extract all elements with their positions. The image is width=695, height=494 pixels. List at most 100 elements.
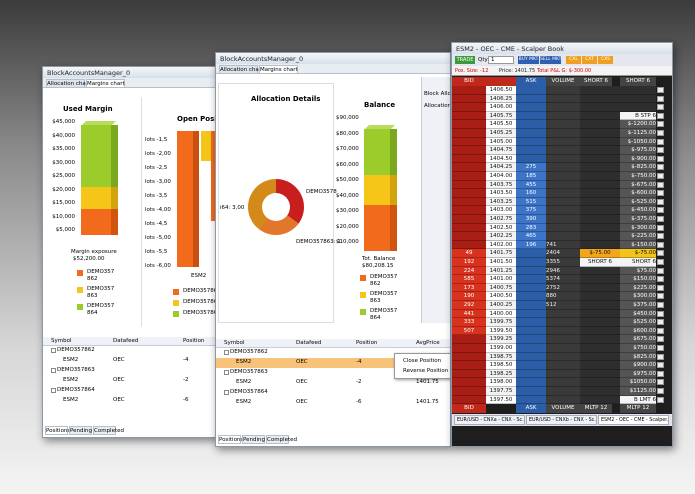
table-cell: 1401.75: [416, 379, 439, 385]
short-cell: [580, 292, 620, 301]
title-bar: BlockAccountsManager_0: [216, 53, 450, 64]
chart-title: Allocation Details: [251, 95, 321, 103]
bid-cell: 333: [452, 318, 486, 327]
short-cell: [580, 103, 620, 112]
pl-cell: $375.00: [620, 301, 656, 310]
window-title: BlockAccountsManager_0: [220, 55, 304, 63]
volume-cell: [546, 232, 580, 241]
check-cell: [657, 164, 664, 171]
check-cell: [657, 267, 664, 274]
window-tab[interactable]: EUR/USD - CNXa - CNX - Sc...: [454, 415, 525, 426]
volume-cell: 512: [546, 301, 580, 310]
bottom-tab[interactable]: Pending: [69, 426, 92, 435]
divider: [141, 97, 142, 327]
legend-label: 864: [370, 315, 381, 321]
volume-cell: [546, 163, 580, 172]
pl-cell: $900.00: [620, 361, 656, 370]
pl-cell: $975.00: [620, 369, 656, 379]
y-tick-label: $40,000: [52, 132, 75, 139]
tab[interactable]: Allocation chart: [219, 65, 264, 74]
volume-cell: [546, 146, 580, 155]
bid-cell: [452, 387, 486, 396]
bar: [177, 131, 193, 267]
pl-cell: $675.00: [620, 335, 656, 344]
bid-cell: [452, 206, 486, 215]
legend-label: DEMO357: [87, 303, 115, 309]
ask-cell: 515: [516, 197, 546, 207]
check-cell: [657, 173, 664, 179]
column-footer: BID: [452, 404, 486, 414]
bottom-tab[interactable]: Pending: [242, 435, 265, 444]
chart-title: Balance: [364, 101, 396, 109]
button[interactable]: CXS: [598, 56, 613, 64]
check-cell: [657, 233, 664, 240]
short-cell: [580, 301, 620, 310]
short-cell: [580, 223, 620, 233]
bottom-tab[interactable]: Positions: [218, 435, 244, 444]
ask-cell: 375: [516, 206, 546, 215]
ask-cell: [516, 86, 546, 95]
button[interactable]: TRADE: [455, 56, 475, 64]
window-tab[interactable]: EUR/USD - CNXb - CNX - Sc...: [526, 415, 597, 426]
short-cell: [580, 344, 620, 353]
short-cell: [580, 318, 620, 327]
volume-cell: [546, 180, 580, 190]
bottom-tab[interactable]: Completed: [266, 435, 297, 444]
legend-swatch: [173, 311, 179, 317]
table-cell: OEC: [113, 357, 125, 363]
volume-cell: 2404: [546, 249, 580, 258]
bottom-tab[interactable]: Positions: [45, 426, 71, 435]
short-cell: [580, 387, 620, 396]
button[interactable]: CXT: [582, 56, 597, 64]
legend-swatch: [77, 287, 83, 293]
table-cell: -6: [183, 397, 189, 403]
button[interactable]: SELL MKT: [540, 56, 562, 64]
price-cell: 1403.00: [486, 206, 516, 215]
legend-label: DEMO357: [87, 269, 115, 275]
check-cell: [657, 345, 664, 351]
table-cell: OEC: [296, 359, 308, 365]
bar-segment: [81, 209, 111, 235]
ask-cell: [516, 249, 546, 258]
check-cell: [657, 310, 664, 317]
bid-cell: 292: [452, 301, 486, 310]
check-cell: [657, 95, 664, 102]
button[interactable]: BUY MKT: [518, 56, 539, 64]
window-title: BlockAccountsManager_0: [47, 69, 131, 77]
price-cell: 1405.75: [486, 111, 516, 121]
menu-item[interactable]: Close Position: [403, 358, 442, 364]
price-cell: 1397.75: [486, 387, 516, 396]
legend-label: DEMO357864: [183, 310, 218, 316]
tab[interactable]: Allocation chart: [46, 79, 91, 88]
tab[interactable]: Margins chart: [86, 79, 125, 88]
tab-strip: [216, 64, 450, 74]
bar: [211, 131, 217, 221]
tab[interactable]: Margins chart: [259, 65, 298, 74]
donut-hole: [262, 193, 290, 221]
ask-cell: 465: [516, 232, 546, 241]
menu-item[interactable]: Reverse Position: [403, 368, 449, 374]
bid-cell: [452, 232, 486, 241]
legend-label: DEMO357863: [183, 299, 218, 305]
price-cell: 1404.25: [486, 163, 516, 172]
bottom-tab[interactable]: Completed: [93, 426, 124, 435]
check-cell: [657, 138, 664, 145]
column-header: Datafeed: [113, 338, 139, 344]
y-tick-label: $30,000: [336, 208, 359, 214]
short-cell: [580, 180, 620, 190]
legend-label: 863: [87, 293, 98, 299]
pl-cell: $150.00: [620, 275, 656, 284]
bid-cell: 507: [452, 326, 486, 336]
button[interactable]: CXL: [566, 56, 581, 64]
price-cell: 1402.25: [486, 232, 516, 241]
check-cell: [657, 87, 664, 93]
table-cell: -2: [356, 379, 362, 385]
price-cell: 1406.50: [486, 86, 516, 95]
table-cell: ESM2: [236, 359, 252, 365]
short-cell: [580, 94, 620, 104]
price-cell: 1404.50: [486, 154, 516, 164]
pl-cell: $-1200.00: [620, 120, 656, 129]
qty-input[interactable]: 1: [488, 56, 514, 64]
bid-cell: [452, 369, 486, 379]
window-tab[interactable]: ESM2 - OEC - CME - Scalper...: [598, 415, 669, 426]
